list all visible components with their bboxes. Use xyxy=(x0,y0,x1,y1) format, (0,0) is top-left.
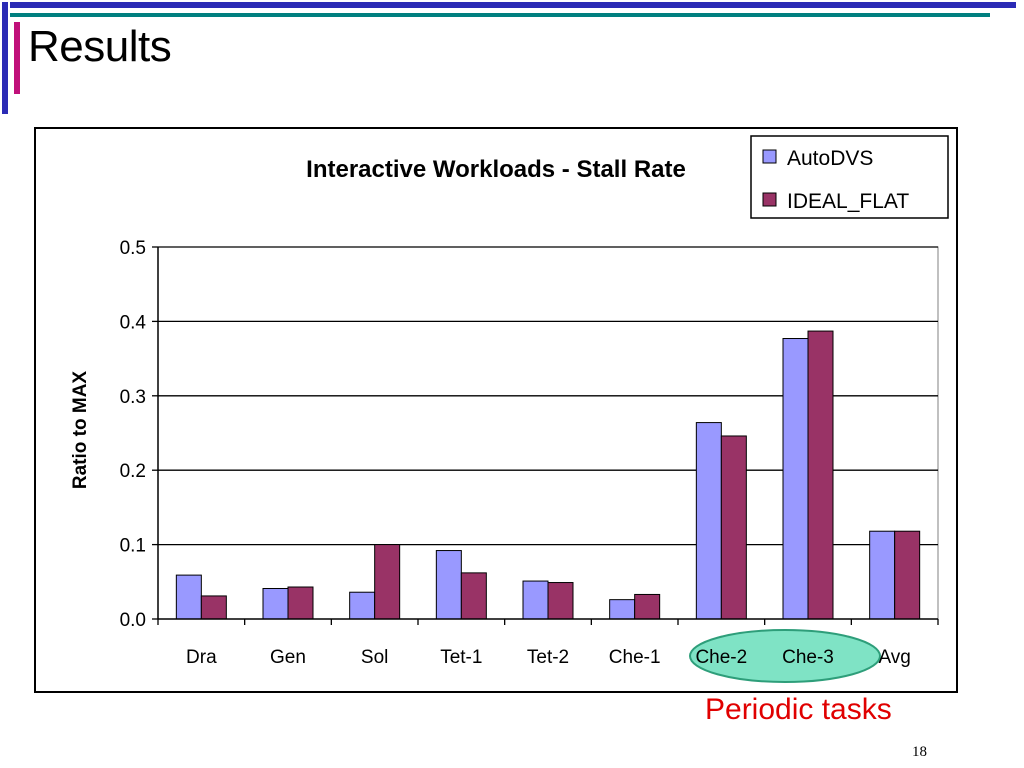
y-tick-label: 0.1 xyxy=(120,536,146,557)
y-tick-label: 0.3 xyxy=(120,387,146,408)
bar-ideal-flat-sol xyxy=(374,544,401,620)
legend-swatch-autodvs xyxy=(762,149,777,164)
bar-autodvs-gen xyxy=(262,587,289,620)
bar-ideal-flat-avg xyxy=(894,530,921,620)
bar-autodvs-sol xyxy=(349,591,376,620)
bar-autodvs-dra xyxy=(175,574,202,620)
legend-box xyxy=(750,135,949,219)
bar-autodvs-che-3 xyxy=(782,338,809,620)
x-tick-label: Che-3 xyxy=(782,647,834,668)
left-magenta-bar xyxy=(14,22,20,94)
x-tick-label: Dra xyxy=(186,647,217,668)
legend-swatch-ideal-flat xyxy=(762,192,777,207)
x-tick-label: Tet-2 xyxy=(527,647,569,668)
y-tick-label: 0.4 xyxy=(120,312,147,333)
bar-ideal-flat-dra xyxy=(200,595,227,620)
periodic-tasks-annotation: Periodic tasks xyxy=(705,693,892,726)
page-number: 18 xyxy=(912,744,927,760)
x-tick-label: Che-2 xyxy=(695,647,747,668)
legend-label-ideal-flat: IDEAL_FLAT xyxy=(787,190,909,213)
bar-ideal-flat-gen xyxy=(287,586,314,620)
x-tick-label: Gen xyxy=(270,647,306,668)
bar-ideal-flat-che-3 xyxy=(807,330,834,620)
top-teal-line xyxy=(10,13,990,17)
bar-ideal-flat-tet-2 xyxy=(547,582,574,620)
axes: 0.0 0.1 0.2 0.3 0.4 0.5 Dra Gen Sol Tet-1 Tet-2 Che… xyxy=(120,238,939,668)
top-blue-line xyxy=(10,2,1016,8)
y-tick-label: 0.5 xyxy=(120,238,146,259)
y-axis-label: Ratio to MAX xyxy=(70,371,91,490)
periodic-highlight-ellipse xyxy=(689,629,881,683)
bar-autodvs-che-2 xyxy=(695,422,722,620)
x-tick-label: Avg xyxy=(878,647,910,668)
y-tick-label: 0.0 xyxy=(120,610,146,631)
bar-ideal-flat-che-1 xyxy=(634,593,661,620)
legend-label-autodvs: AutoDVS xyxy=(787,147,873,170)
y-tick-label: 0.2 xyxy=(120,461,146,482)
bar-autodvs-tet-2 xyxy=(522,580,549,620)
legend: AutoDVS IDEAL_FLAT xyxy=(750,135,949,219)
x-tick-label: Sol xyxy=(361,647,388,668)
left-blue-bar xyxy=(2,2,8,114)
bar-ideal-flat-che-2 xyxy=(720,435,747,620)
slide-title: Results xyxy=(28,22,172,71)
x-tick-label: Tet-1 xyxy=(440,647,482,668)
chart-title: Interactive Workloads - Stall Rate xyxy=(306,156,686,183)
bar-autodvs-che-1 xyxy=(609,599,636,620)
x-tick-label: Che-1 xyxy=(609,647,661,668)
bar-autodvs-tet-1 xyxy=(435,550,462,620)
bar-autodvs-avg xyxy=(869,530,896,620)
bar-ideal-flat-tet-1 xyxy=(460,572,487,620)
